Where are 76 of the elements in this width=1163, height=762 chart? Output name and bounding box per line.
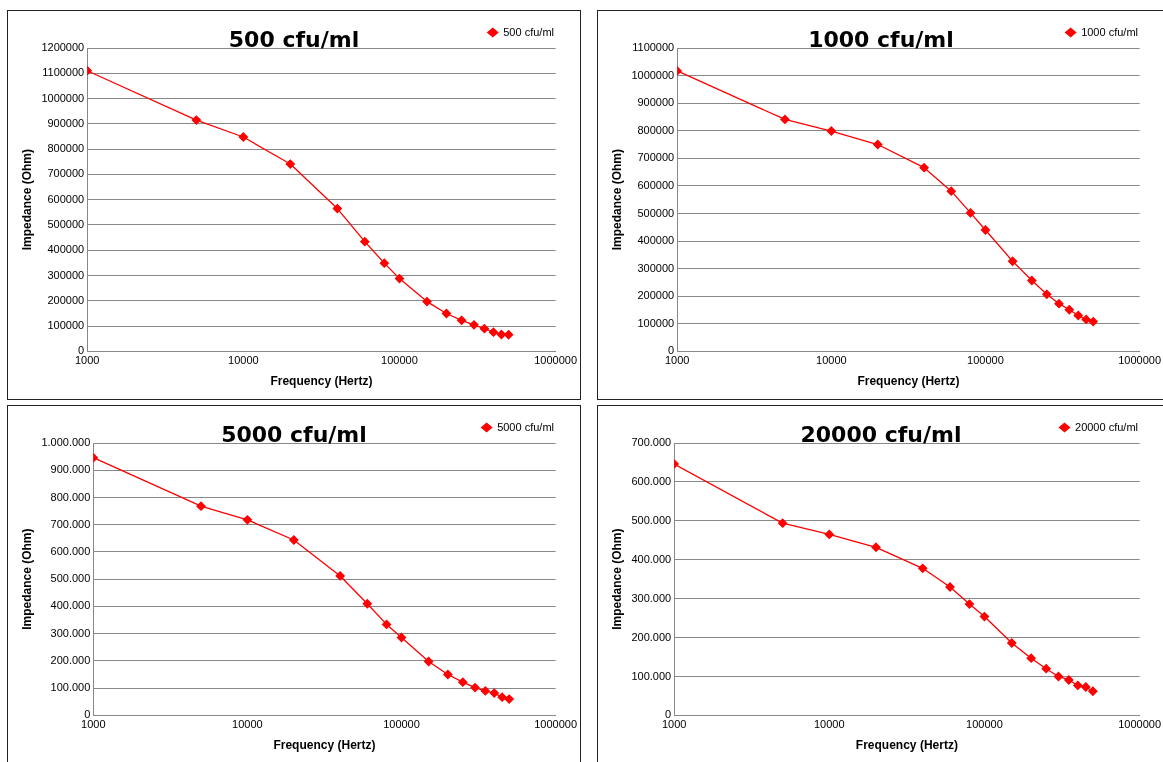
x-tick-label: 1000000 (1118, 718, 1161, 731)
y-tick-label: 800.000 (50, 490, 91, 503)
x-tick-label: 10000 (228, 354, 259, 367)
y-tick-label: 200.000 (631, 630, 672, 643)
x-axis-title: Frequency (Hertz) (270, 374, 373, 389)
y-tick-label: 400000 (47, 243, 85, 256)
y-tick-label: 800000 (47, 142, 85, 155)
legend-label: 1000 cfu/ml (1081, 25, 1139, 38)
y-tick-label: 0 (665, 708, 672, 721)
y-tick-label: 300000 (637, 261, 675, 274)
y-axis-title: Impedance (Ohm) (609, 149, 624, 251)
y-tick-label: 400.000 (631, 552, 672, 565)
y-tick-label: 1.000.000 (41, 436, 91, 449)
x-tick-label: 100000 (967, 354, 1004, 367)
y-tick-label: 1000000 (41, 91, 85, 104)
legend-label: 20000 cfu/ml (1075, 420, 1138, 433)
y-tick-label: 200000 (637, 289, 675, 302)
y-tick-label: 600000 (637, 178, 675, 191)
y-axis-title: Impedance (Ohm) (19, 149, 34, 251)
y-tick-label: 400000 (637, 234, 675, 247)
y-tick-label: 700000 (47, 167, 85, 180)
chart-title: 20000 cfu/ml (800, 422, 962, 447)
x-tick-label: 1000000 (534, 354, 577, 367)
x-tick-label: 100000 (966, 718, 1003, 731)
legend-label: 500 cfu/ml (503, 25, 554, 38)
x-tick-label: 1000 (81, 718, 106, 731)
y-axis-title: Impedance (Ohm) (19, 528, 34, 630)
y-tick-label: 100.000 (631, 669, 672, 682)
y-tick-label: 400.000 (50, 599, 91, 612)
x-tick-label: 1000 (664, 354, 690, 367)
x-tick-label: 1000 (661, 718, 687, 731)
y-tick-label: 200000 (47, 293, 85, 306)
x-tick-label: 100000 (383, 718, 420, 731)
x-tick-label: 10000 (814, 718, 845, 731)
y-tick-label: 1100000 (632, 41, 675, 54)
x-tick-label: 1000 (74, 354, 100, 367)
y-tick-label: 100000 (47, 319, 85, 332)
y-tick-label: 300000 (47, 268, 85, 281)
y-tick-label: 600.000 (50, 544, 91, 557)
x-tick-label: 100000 (381, 354, 418, 367)
chart-title: 5000 cfu/ml (221, 422, 367, 447)
y-tick-label: 0 (84, 708, 91, 721)
y-tick-label: 100000 (637, 316, 675, 329)
y-tick-label: 1100000 (42, 66, 85, 79)
y-tick-label: 800000 (637, 123, 675, 136)
x-tick-label: 1000000 (534, 718, 577, 731)
y-tick-label: 900000 (47, 116, 85, 129)
y-tick-label: 900000 (637, 96, 675, 109)
x-axis-title: Frequency (Hertz) (855, 738, 958, 753)
chart-title: 500 cfu/ml (228, 27, 360, 52)
y-tick-label: 0 (78, 344, 85, 357)
y-tick-label: 100.000 (50, 681, 91, 694)
x-axis-title: Frequency (Hertz) (857, 374, 960, 389)
x-axis-title: Frequency (Hertz) (273, 738, 376, 753)
y-tick-label: 500000 (637, 206, 675, 219)
y-tick-label: 600000 (47, 192, 85, 205)
x-tick-label: 10000 (232, 718, 263, 731)
y-axis-title: Impedance (Ohm) (609, 528, 624, 630)
chart-title: 1000 cfu/ml (808, 27, 954, 52)
x-tick-label: 1000000 (1118, 354, 1161, 367)
y-tick-label: 900.000 (50, 463, 91, 476)
y-tick-label: 700000 (637, 151, 675, 164)
y-tick-label: 200.000 (50, 653, 91, 666)
y-tick-label: 1200000 (41, 41, 85, 54)
y-tick-label: 1000000 (631, 68, 675, 81)
y-tick-label: 500.000 (631, 513, 672, 526)
legend-label: 5000 cfu/ml (497, 420, 555, 433)
x-tick-label: 10000 (816, 354, 847, 367)
y-tick-label: 700.000 (631, 436, 672, 449)
y-tick-label: 500.000 (50, 572, 91, 585)
y-tick-label: 0 (668, 344, 675, 357)
y-tick-label: 300.000 (631, 591, 672, 604)
y-tick-label: 600.000 (631, 474, 672, 487)
y-tick-label: 300.000 (50, 626, 91, 639)
y-tick-label: 500000 (47, 218, 85, 231)
y-tick-label: 700.000 (50, 517, 91, 530)
